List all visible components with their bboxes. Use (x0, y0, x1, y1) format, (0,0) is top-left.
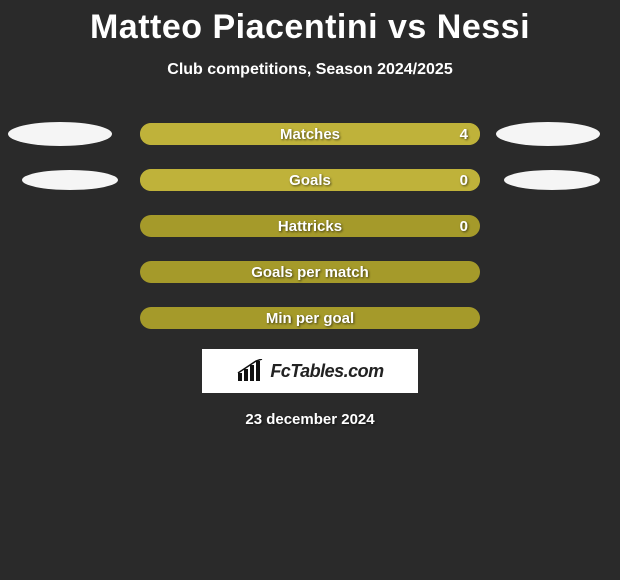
player1-marker (8, 122, 112, 146)
stat-label: Hattricks (278, 218, 342, 235)
stat-rows: Matches 4 Goals 0 Hattricks 0 (0, 123, 620, 329)
stat-row: Goals 0 (0, 169, 620, 191)
stat-label: Goals (289, 172, 331, 189)
player1-marker (22, 170, 118, 190)
fctables-logo[interactable]: FcTables.com (202, 349, 418, 393)
stat-bar: Matches 4 (140, 123, 480, 145)
stat-value: 0 (460, 172, 468, 189)
stat-bar: Goals 0 (140, 169, 480, 191)
comparison-infographic: Matteo Piacentini vs Nessi Club competit… (0, 0, 620, 580)
stat-bar: Hattricks 0 (140, 215, 480, 237)
stat-bar: Min per goal (140, 307, 480, 329)
stat-row: Goals per match (0, 261, 620, 283)
stat-label: Matches (280, 126, 340, 143)
stat-value: 0 (460, 218, 468, 235)
stat-row: Hattricks 0 (0, 215, 620, 237)
stat-label: Min per goal (266, 310, 354, 327)
bars-icon (236, 359, 266, 383)
stat-row: Min per goal (0, 307, 620, 329)
generated-date: 23 december 2024 (0, 411, 620, 428)
stat-value: 4 (460, 126, 468, 143)
page-subtitle: Club competitions, Season 2024/2025 (0, 61, 620, 79)
player2-marker (504, 170, 600, 190)
page-title: Matteo Piacentini vs Nessi (0, 8, 620, 47)
stat-label: Goals per match (251, 264, 369, 281)
stat-bar: Goals per match (140, 261, 480, 283)
logo-text: FcTables.com (270, 361, 383, 382)
player2-marker (496, 122, 600, 146)
stat-row: Matches 4 (0, 123, 620, 145)
